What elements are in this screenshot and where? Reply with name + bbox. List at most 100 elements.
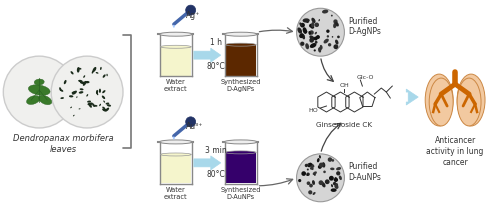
Ellipse shape: [78, 108, 80, 109]
Ellipse shape: [306, 20, 309, 23]
Ellipse shape: [60, 97, 64, 99]
Ellipse shape: [312, 180, 315, 185]
Ellipse shape: [92, 103, 95, 107]
Ellipse shape: [173, 136, 175, 139]
Ellipse shape: [312, 18, 316, 23]
Ellipse shape: [160, 140, 192, 144]
Ellipse shape: [72, 91, 77, 95]
Bar: [160, 154, 192, 183]
Ellipse shape: [106, 104, 111, 107]
Text: Dendropanax morbifera
leaves: Dendropanax morbifera leaves: [13, 134, 114, 154]
Ellipse shape: [96, 93, 98, 95]
Ellipse shape: [336, 167, 341, 170]
Ellipse shape: [79, 91, 84, 94]
Ellipse shape: [457, 78, 481, 126]
Text: Synthesized
D-AgNPs: Synthesized D-AgNPs: [220, 79, 261, 92]
Ellipse shape: [104, 101, 105, 103]
Text: Ginsenoside CK: Ginsenoside CK: [316, 122, 372, 128]
Ellipse shape: [38, 95, 52, 105]
Bar: [225, 152, 256, 183]
Ellipse shape: [322, 10, 328, 13]
Ellipse shape: [64, 80, 66, 84]
Ellipse shape: [305, 43, 309, 49]
Ellipse shape: [322, 182, 326, 187]
Ellipse shape: [309, 184, 313, 187]
Ellipse shape: [298, 28, 302, 34]
Ellipse shape: [73, 115, 74, 116]
Ellipse shape: [334, 178, 338, 182]
Ellipse shape: [331, 184, 333, 187]
Text: Water
extract: Water extract: [164, 79, 188, 92]
Ellipse shape: [85, 81, 89, 83]
Ellipse shape: [312, 192, 316, 195]
Ellipse shape: [336, 171, 340, 175]
Ellipse shape: [429, 78, 453, 126]
Ellipse shape: [318, 165, 322, 169]
Ellipse shape: [299, 34, 304, 38]
Ellipse shape: [224, 140, 257, 144]
Ellipse shape: [332, 36, 334, 38]
Ellipse shape: [311, 22, 314, 28]
Ellipse shape: [331, 15, 333, 16]
Circle shape: [51, 56, 123, 128]
Ellipse shape: [92, 67, 96, 72]
Ellipse shape: [339, 176, 342, 180]
Ellipse shape: [92, 70, 94, 74]
Text: 3 min: 3 min: [205, 146, 227, 155]
Text: 80°C: 80°C: [206, 170, 225, 179]
Ellipse shape: [308, 190, 312, 194]
Ellipse shape: [300, 22, 302, 26]
Ellipse shape: [324, 39, 329, 44]
Text: Purified
D-AgNPs: Purified D-AgNPs: [348, 16, 382, 36]
Ellipse shape: [99, 89, 101, 93]
Ellipse shape: [336, 183, 338, 187]
Ellipse shape: [300, 42, 304, 46]
Ellipse shape: [301, 33, 304, 37]
Ellipse shape: [80, 81, 85, 84]
Ellipse shape: [318, 19, 320, 21]
Ellipse shape: [304, 164, 308, 167]
Ellipse shape: [102, 107, 106, 109]
Ellipse shape: [328, 157, 332, 162]
Ellipse shape: [308, 165, 310, 167]
Ellipse shape: [332, 159, 334, 162]
Ellipse shape: [310, 25, 314, 29]
Ellipse shape: [325, 179, 330, 184]
Ellipse shape: [88, 103, 93, 105]
Ellipse shape: [298, 179, 302, 182]
Circle shape: [186, 117, 196, 127]
Ellipse shape: [60, 89, 64, 92]
Ellipse shape: [306, 172, 310, 176]
Ellipse shape: [78, 68, 82, 70]
Ellipse shape: [72, 91, 76, 94]
Text: OH: OH: [340, 83, 349, 88]
Ellipse shape: [310, 30, 314, 35]
Ellipse shape: [26, 95, 40, 104]
Ellipse shape: [310, 38, 312, 40]
Ellipse shape: [335, 185, 338, 189]
Ellipse shape: [86, 94, 88, 97]
Ellipse shape: [160, 153, 192, 156]
Ellipse shape: [319, 155, 321, 158]
Ellipse shape: [102, 74, 106, 78]
Ellipse shape: [78, 80, 82, 82]
Text: HO: HO: [308, 108, 318, 112]
Ellipse shape: [316, 35, 320, 39]
Ellipse shape: [225, 43, 256, 46]
Ellipse shape: [312, 171, 317, 175]
Ellipse shape: [335, 40, 338, 45]
Ellipse shape: [96, 90, 98, 94]
Ellipse shape: [306, 174, 308, 176]
Ellipse shape: [335, 22, 339, 26]
Ellipse shape: [314, 49, 316, 51]
Ellipse shape: [326, 29, 330, 33]
Ellipse shape: [225, 151, 256, 154]
Ellipse shape: [330, 168, 334, 170]
Ellipse shape: [320, 45, 322, 49]
Ellipse shape: [307, 169, 309, 170]
Ellipse shape: [322, 162, 326, 168]
Polygon shape: [194, 156, 220, 170]
Ellipse shape: [333, 182, 336, 185]
Ellipse shape: [314, 37, 318, 40]
Ellipse shape: [334, 44, 338, 49]
